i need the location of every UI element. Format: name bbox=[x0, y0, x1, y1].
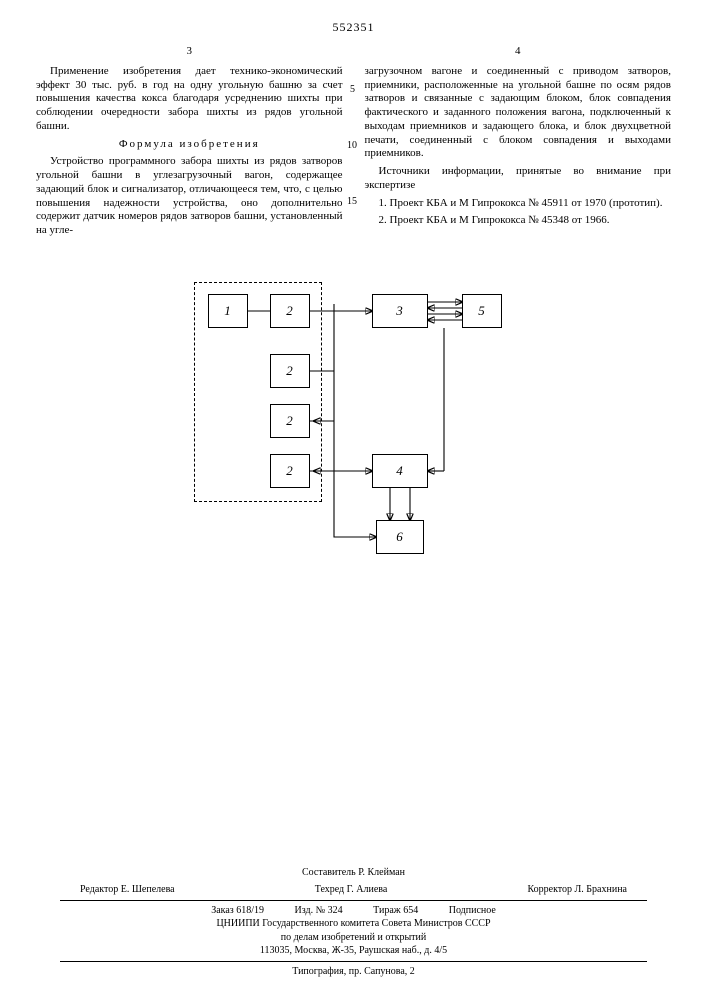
page: 552351 3 Применение изобретения дает тех… bbox=[0, 0, 707, 1000]
tirazh: Тираж 654 bbox=[373, 904, 418, 918]
izd-no: Изд. № 324 bbox=[295, 904, 343, 918]
corrector: Корректор Л. Брахнина bbox=[527, 883, 627, 897]
block-diagram: 1 2 2 2 2 3 5 4 6 bbox=[174, 276, 534, 576]
address: 113035, Москва, Ж-35, Раушская наб., д. … bbox=[0, 944, 707, 958]
left-para-2: Устройство программного забора шихты из … bbox=[36, 155, 343, 238]
formula-title: Формула изобретения bbox=[36, 138, 343, 152]
sources-title: Источники информации, принятые во вниман… bbox=[365, 165, 672, 193]
order-no: Заказ 618/19 bbox=[211, 904, 264, 918]
org-line-2: по делам изобретений и открытий bbox=[0, 931, 707, 945]
line-number-10: 10 bbox=[347, 140, 357, 151]
source-2: 2. Проект КБА и М Гипрококса № 45348 от … bbox=[365, 214, 672, 228]
source-1: 1. Проект КБА и М Гипрококса № 45911 от … bbox=[365, 197, 672, 211]
line-number-15: 15 bbox=[347, 196, 357, 207]
diagram-wires bbox=[174, 276, 534, 576]
print-info: Заказ 618/19 Изд. № 324 Тираж 654 Подпис… bbox=[0, 904, 707, 918]
org-line-1: ЦНИИПИ Государственного комитета Совета … bbox=[0, 917, 707, 931]
right-column: 4 загрузочном вагоне и соединенный с при… bbox=[365, 45, 672, 242]
typography: Типография, пр. Сапунова, 2 bbox=[0, 965, 707, 979]
imprint-footer: Составитель Р. Клейман Редактор Е. Шепел… bbox=[0, 866, 707, 979]
editor: Редактор Е. Шепелева bbox=[80, 883, 175, 897]
right-para-1: загрузочном вагоне и соединенный с приво… bbox=[365, 65, 672, 161]
left-column: 3 Применение изобретения дает технико-эк… bbox=[36, 45, 343, 242]
compiler-line: Составитель Р. Клейман bbox=[0, 866, 707, 880]
right-col-number: 4 bbox=[365, 45, 672, 59]
left-para-1: Применение изобретения дает технико-экон… bbox=[36, 65, 343, 134]
line-number-5: 5 bbox=[350, 84, 355, 95]
techred: Техред Г. Алиева bbox=[315, 883, 388, 897]
document-number: 552351 bbox=[36, 20, 671, 35]
podpisnoe: Подписное bbox=[449, 904, 496, 918]
left-col-number: 3 bbox=[36, 45, 343, 59]
